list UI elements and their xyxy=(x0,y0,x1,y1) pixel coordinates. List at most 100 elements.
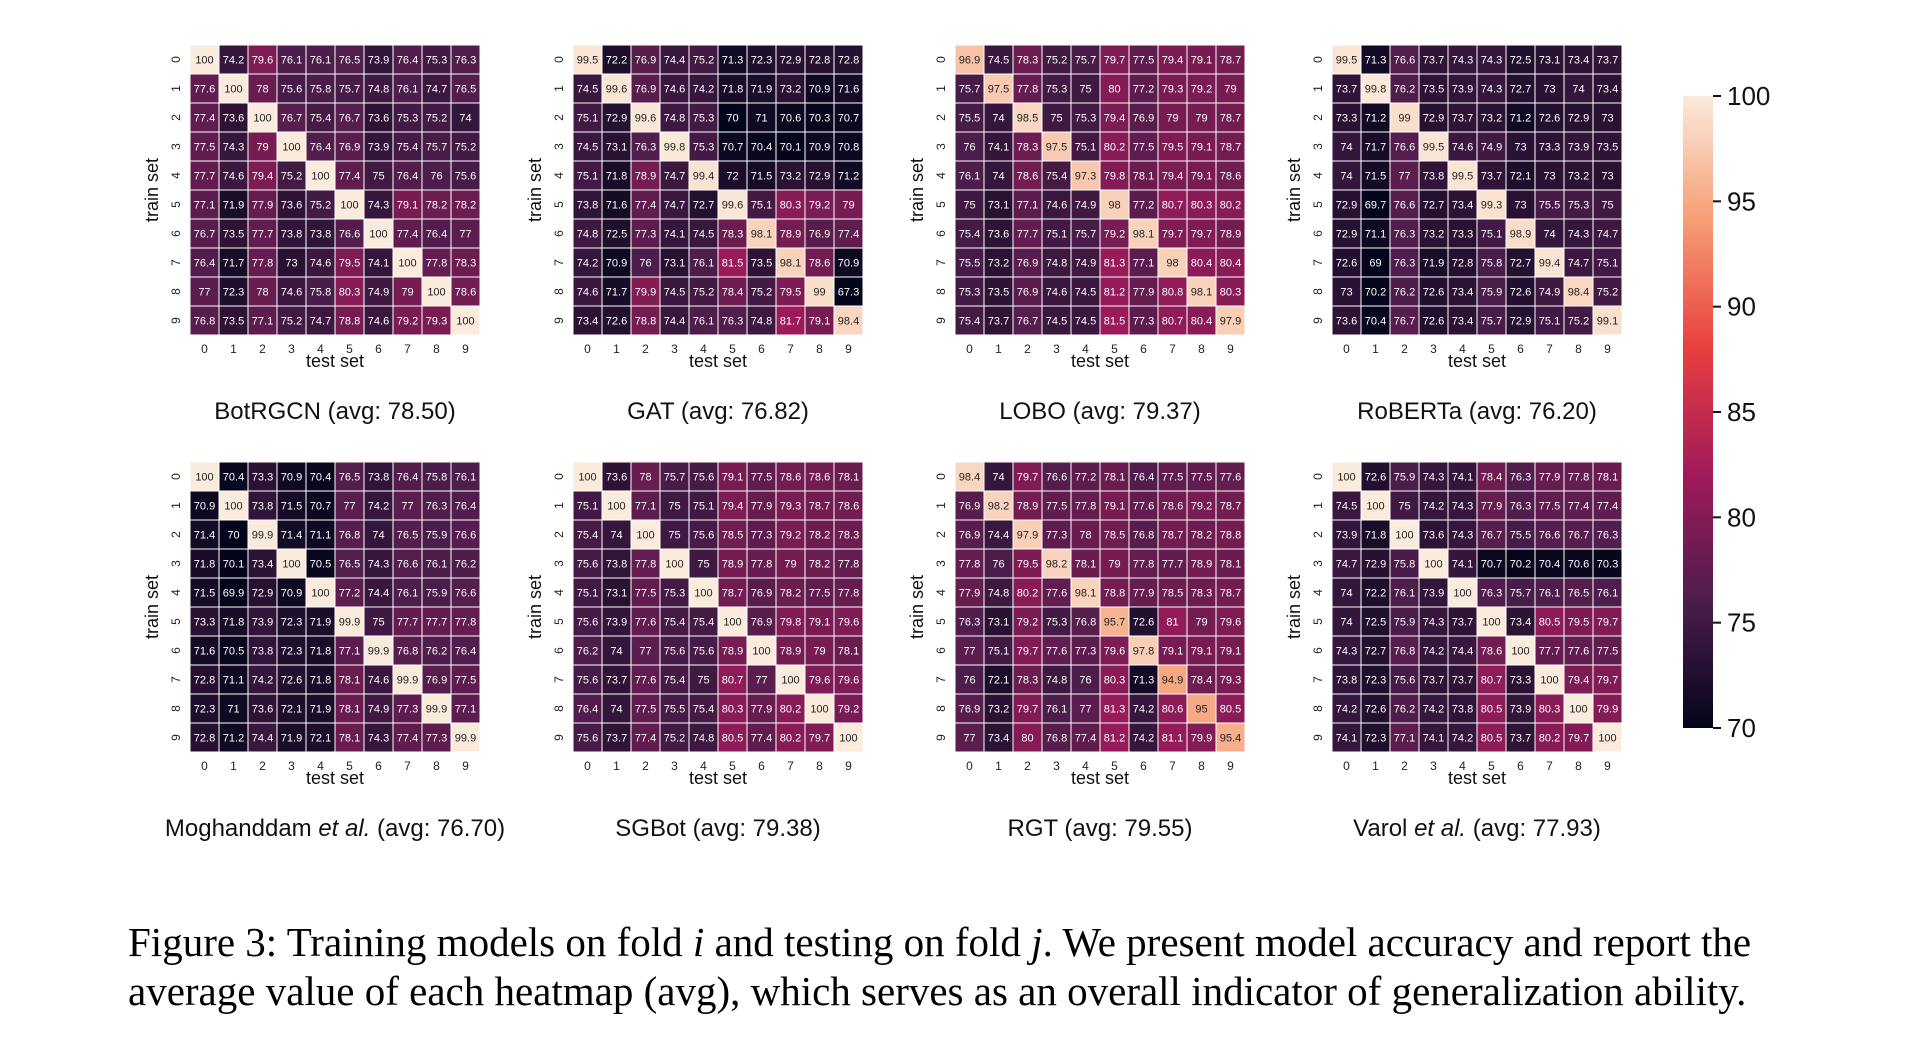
cell-value-label: 77 xyxy=(1398,171,1410,183)
x-tick-label: 7 xyxy=(1169,342,1176,356)
heatmap-cell xyxy=(601,73,632,104)
heatmap-cell xyxy=(218,548,249,579)
heatmap-cell xyxy=(276,577,307,608)
heatmap-cell xyxy=(305,693,336,724)
heatmap-cell xyxy=(1476,44,1507,75)
cell-value-label: 80.2 xyxy=(1104,142,1125,154)
cell-value-label: 77.4 xyxy=(838,229,859,241)
heatmap-cell xyxy=(1128,189,1159,220)
heatmap-cell xyxy=(1012,606,1043,637)
cell-value-label: 81.3 xyxy=(1104,704,1125,716)
cell-value-label: 73.4 xyxy=(988,733,1009,745)
cell-value-label: 75.6 xyxy=(693,530,714,542)
cell-value-label: 72.6 xyxy=(606,316,627,328)
heatmap-panel: 100 70.4 73.3 70.9 70.4 76.5 73.8 76.4 75.8 76.17… xyxy=(142,461,505,842)
cell-value-label: 76.6 xyxy=(455,530,476,542)
x-tick-label: 4 xyxy=(700,342,707,356)
heatmap-cell xyxy=(954,461,985,492)
x-tick-label: 7 xyxy=(787,342,794,356)
heatmap-cell xyxy=(392,160,423,191)
heatmap-cell xyxy=(833,73,864,104)
cell-value-label: 78.3 xyxy=(838,530,859,542)
cell-value-label: 97.5 xyxy=(1046,142,1067,154)
cell-value-label: 72.6 xyxy=(1133,617,1154,629)
heatmap-cell xyxy=(1215,247,1246,278)
cell-value-label: 72.6 xyxy=(281,675,302,687)
cell-value-label: 79.1 xyxy=(1191,55,1212,67)
cell-value-label: 100 xyxy=(1395,530,1413,542)
heatmap-cell xyxy=(189,664,220,695)
heatmap-cell xyxy=(1505,490,1536,521)
cell-value-label: 100 xyxy=(195,472,213,484)
cell-value-label: 75.4 xyxy=(664,675,685,687)
cell-value-label: 74.3 xyxy=(1423,617,1444,629)
cell-value-label: 75.4 xyxy=(1046,171,1067,183)
heatmap-cell xyxy=(659,664,690,695)
y-tick-label: 5 xyxy=(934,618,948,625)
heatmap-cell xyxy=(1157,635,1188,666)
x-axis-label: test set xyxy=(306,768,364,788)
heatmap-cell xyxy=(1128,305,1159,336)
heatmap-cell xyxy=(1534,305,1565,336)
cell-value-label: 75.1 xyxy=(577,501,598,513)
heatmap-cell xyxy=(717,490,748,521)
cell-value-label: 74.8 xyxy=(751,316,772,328)
heatmap-cell xyxy=(572,44,603,75)
cell-value-label: 77.7 xyxy=(397,617,418,629)
cell-value-label: 72.7 xyxy=(1423,200,1444,212)
cell-value-label: 77 xyxy=(963,646,975,658)
heatmap-cell xyxy=(804,276,835,307)
heatmap-cell xyxy=(1012,548,1043,579)
cell-value-label: 74.5 xyxy=(577,84,598,96)
cell-value-label: 77.6 xyxy=(1046,646,1067,658)
caption-part2: and testing on fold xyxy=(704,919,1032,965)
cell-value-label: 77.6 xyxy=(1046,588,1067,600)
cell-value-label: 75.5 xyxy=(959,258,980,270)
cell-value-label: 74 xyxy=(992,113,1004,125)
heatmap-cell xyxy=(833,102,864,133)
heatmap-cell xyxy=(717,305,748,336)
heatmap-cell xyxy=(954,131,985,162)
heatmap-cell xyxy=(421,461,452,492)
cell-value-label: 74.1 xyxy=(1452,472,1473,484)
cell-value-label: 73.9 xyxy=(252,617,273,629)
cell-value-label: 73 xyxy=(1543,84,1555,96)
heatmap-cell xyxy=(954,276,985,307)
cell-value-label: 72.1 xyxy=(988,675,1009,687)
cell-value-label: 97.3 xyxy=(1075,171,1096,183)
cell-value-label: 78 xyxy=(256,84,268,96)
y-tick-label: 6 xyxy=(934,647,948,654)
heatmap-cell xyxy=(363,606,394,637)
cell-value-label: 75.1 xyxy=(1046,229,1067,241)
cell-value-label: 78.7 xyxy=(1162,530,1183,542)
heatmap-cell xyxy=(1070,218,1101,249)
cell-value-label: 73 xyxy=(1601,113,1613,125)
cell-value-label: 76 xyxy=(430,171,442,183)
cell-value-label: 77.1 xyxy=(455,704,476,716)
cell-value-label: 80.8 xyxy=(1162,287,1183,299)
cell-value-label: 74.2 xyxy=(1423,646,1444,658)
cell-value-label: 77.4 xyxy=(339,171,360,183)
cell-value-label: 72.5 xyxy=(606,229,627,241)
cell-value-label: 74.9 xyxy=(1539,287,1560,299)
heatmap-cell xyxy=(688,305,719,336)
heatmap-cell xyxy=(450,722,481,753)
cell-value-label: 100 xyxy=(195,55,213,67)
cell-value-label: 75.9 xyxy=(1394,617,1415,629)
y-tick-label: 3 xyxy=(552,143,566,150)
cell-value-label: 72.6 xyxy=(1423,287,1444,299)
cell-value-label: 79.1 xyxy=(1162,646,1183,658)
cell-value-label: 74.2 xyxy=(1133,704,1154,716)
heatmap-cell xyxy=(450,305,481,336)
cell-value-label: 80 xyxy=(1021,733,1033,745)
cell-value-label: 77.8 xyxy=(455,617,476,629)
cell-value-label: 73.3 xyxy=(1336,113,1357,125)
cell-value-label: 71.4 xyxy=(281,530,302,542)
heatmap-cell xyxy=(1012,44,1043,75)
heatmap-cell xyxy=(1418,519,1449,550)
heatmap-cell xyxy=(630,548,661,579)
heatmap-cell xyxy=(746,305,777,336)
x-tick-label: 3 xyxy=(1053,759,1060,773)
cell-value-label: 73.6 xyxy=(988,229,1009,241)
heatmap-cell xyxy=(1563,519,1594,550)
